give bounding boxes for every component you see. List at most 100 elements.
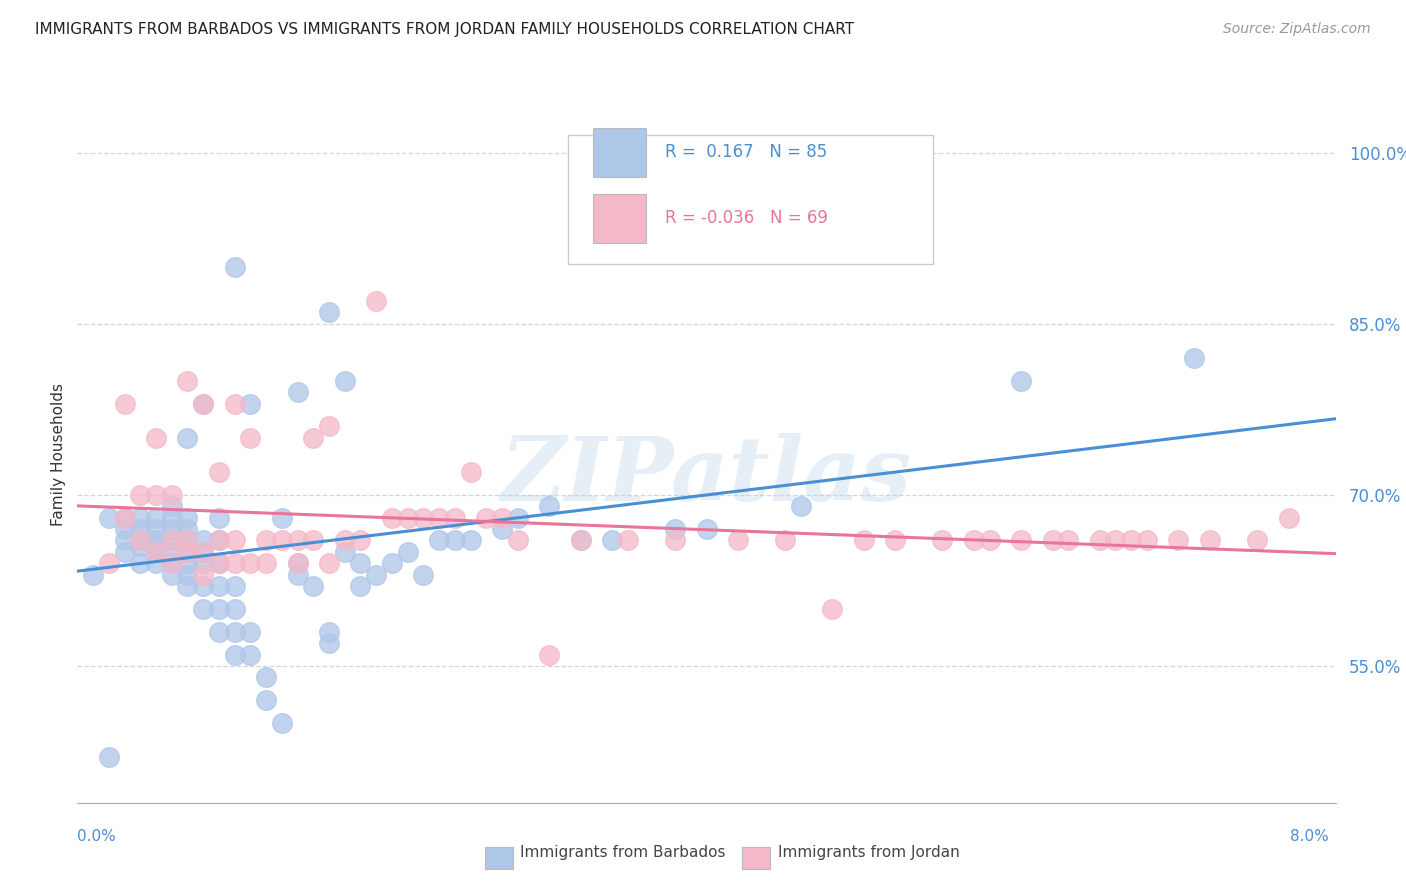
Text: 0.0%: 0.0% (77, 830, 117, 844)
Point (160, 522, 183, 536)
Point (176, 545, 198, 559)
Point (318, 636, 340, 650)
Point (270, 715, 292, 730)
Point (254, 533, 277, 548)
Point (821, 602, 844, 616)
Point (176, 533, 198, 548)
Point (208, 510, 231, 524)
Point (381, 510, 404, 524)
Point (444, 510, 467, 524)
FancyBboxPatch shape (568, 135, 934, 263)
Point (145, 510, 167, 524)
Point (349, 556, 371, 570)
Point (145, 556, 167, 570)
Point (617, 533, 640, 548)
Point (963, 533, 986, 548)
Point (208, 579, 231, 593)
Point (366, 293, 388, 308)
Point (176, 545, 198, 559)
Point (208, 465, 231, 479)
Point (160, 488, 183, 502)
Point (696, 522, 718, 536)
Point (318, 624, 340, 639)
Point (538, 500, 561, 514)
Point (427, 533, 450, 548)
Point (333, 374, 356, 388)
Point (176, 374, 198, 388)
Point (349, 579, 371, 593)
Point (790, 500, 813, 514)
Point (412, 510, 434, 524)
Point (287, 567, 309, 582)
Point (114, 522, 136, 536)
Point (1057, 533, 1080, 548)
Point (412, 567, 434, 582)
Point (270, 510, 292, 524)
Point (318, 419, 340, 434)
Point (1104, 533, 1126, 548)
Point (569, 533, 592, 548)
Point (506, 533, 529, 548)
Point (208, 556, 231, 570)
Point (191, 545, 215, 559)
FancyBboxPatch shape (593, 128, 647, 177)
Point (160, 556, 183, 570)
Point (396, 510, 419, 524)
Point (208, 602, 231, 616)
Point (600, 533, 623, 548)
Point (318, 556, 340, 570)
Point (176, 556, 198, 570)
Point (239, 624, 262, 639)
Text: Immigrants from Jordan: Immigrants from Jordan (778, 846, 959, 860)
Point (224, 624, 246, 639)
Point (176, 567, 198, 582)
Point (254, 693, 277, 707)
Point (114, 510, 136, 524)
Point (160, 556, 183, 570)
Point (145, 431, 167, 445)
FancyBboxPatch shape (593, 194, 647, 243)
Point (129, 533, 152, 548)
Point (208, 556, 231, 570)
Point (1010, 533, 1032, 548)
Point (349, 533, 371, 548)
Text: Immigrants from Barbados: Immigrants from Barbados (520, 846, 725, 860)
Point (129, 488, 152, 502)
Text: Source: ZipAtlas.com: Source: ZipAtlas.com (1223, 22, 1371, 37)
Point (129, 539, 152, 553)
Text: ZIPatlas: ZIPatlas (501, 433, 912, 519)
Point (145, 545, 167, 559)
Text: R =  0.167   N = 85: R = 0.167 N = 85 (665, 144, 827, 161)
Point (1198, 533, 1220, 548)
Point (176, 431, 198, 445)
Point (302, 431, 325, 445)
Point (160, 567, 183, 582)
Point (145, 488, 167, 502)
Point (931, 533, 953, 548)
Point (773, 533, 796, 548)
Point (208, 533, 231, 548)
Point (176, 579, 198, 593)
Point (239, 396, 262, 410)
Point (884, 533, 907, 548)
Point (160, 510, 183, 524)
Text: IMMIGRANTS FROM BARBADOS VS IMMIGRANTS FROM JORDAN FAMILY HOUSEHOLDS CORRELATION: IMMIGRANTS FROM BARBADOS VS IMMIGRANTS F… (35, 22, 855, 37)
Point (176, 522, 198, 536)
Point (287, 556, 309, 570)
Point (239, 431, 262, 445)
Point (287, 556, 309, 570)
Point (129, 533, 152, 548)
Point (82, 567, 104, 582)
Point (145, 539, 167, 553)
Point (852, 533, 875, 548)
Point (664, 522, 686, 536)
Point (318, 305, 340, 319)
Point (224, 396, 246, 410)
Point (114, 510, 136, 524)
Point (191, 556, 215, 570)
Point (191, 567, 215, 582)
Point (1088, 533, 1111, 548)
Point (727, 533, 749, 548)
Point (239, 556, 262, 570)
Point (287, 385, 309, 400)
